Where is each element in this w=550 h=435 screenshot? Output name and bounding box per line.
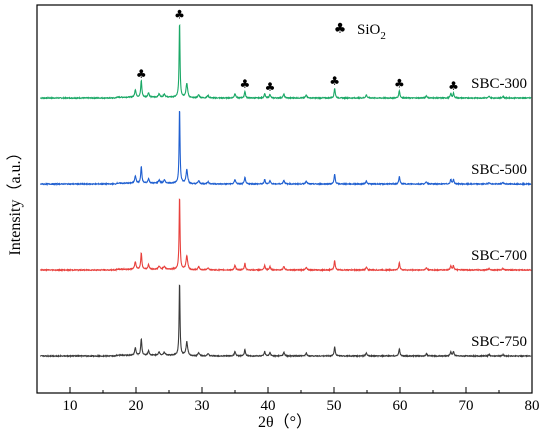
- x-axis-ticks: 10 20 30 40 50 60 70 80: [36, 387, 540, 414]
- x-tick-label: 30: [195, 398, 210, 414]
- x-axis-title: 2θ（°）: [258, 413, 312, 431]
- x-tick-label: 70: [459, 398, 474, 414]
- y-axis-title: Intensity（a.u.）: [6, 144, 24, 255]
- plot-frame: [36, 4, 533, 394]
- x-tick-label: 80: [525, 398, 540, 414]
- legend-label-sub: 2: [380, 30, 386, 42]
- peak-marker-icon: ♣: [136, 67, 147, 81]
- series-label-sbc-700: SBC-700: [471, 248, 527, 264]
- legend-label-main: SiO: [357, 22, 381, 38]
- x-tick-label: 60: [393, 398, 408, 414]
- legend-label: SiO2: [357, 22, 386, 42]
- peak-marker-icon: ♣: [329, 74, 340, 88]
- series-label-sbc-750: SBC-750: [471, 334, 527, 350]
- x-tick-label: 50: [327, 398, 342, 414]
- series-labels: SBC-300 SBC-500 SBC-700 SBC-750: [471, 76, 527, 350]
- peak-marker-icon: ♣: [265, 80, 276, 94]
- peak-markers: ♣ ♣ ♣ ♣ ♣ ♣ ♣: [136, 8, 459, 94]
- peak-marker-icon: ♣: [174, 8, 185, 22]
- x-tick-label: 10: [63, 398, 78, 414]
- legend: ♣ SiO2: [334, 21, 386, 42]
- series-line-sbc-700: [39, 198, 532, 273]
- series-label-sbc-500: SBC-500: [471, 162, 527, 178]
- series-layer: [39, 23, 532, 359]
- peak-marker-icon: ♣: [394, 76, 405, 90]
- x-tick-label: 40: [261, 398, 276, 414]
- peak-marker-icon: ♣: [448, 79, 459, 93]
- series-line-sbc-500: [39, 110, 532, 187]
- series-line-sbc-750: [39, 284, 532, 359]
- peak-marker-icon: ♣: [240, 77, 251, 91]
- series-line-sbc-300: [40, 23, 532, 101]
- legend-marker-icon: ♣: [334, 21, 347, 37]
- plot-border: [36, 4, 533, 394]
- x-tick-label: 20: [129, 398, 144, 414]
- series-label-sbc-300: SBC-300: [471, 76, 527, 92]
